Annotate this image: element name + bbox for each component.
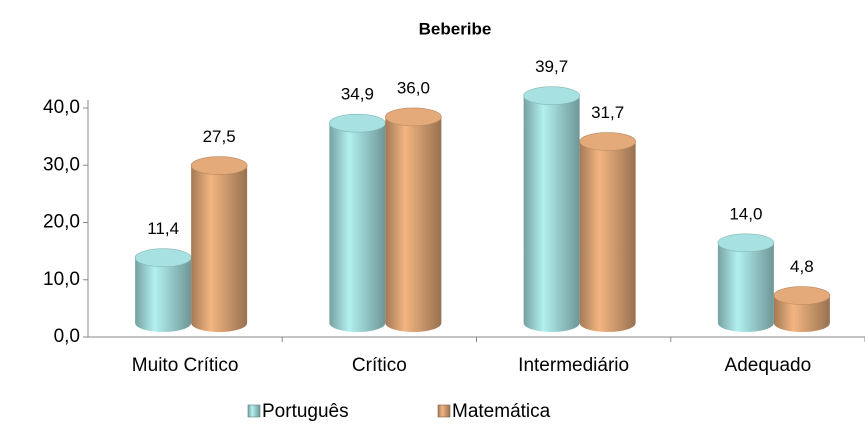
bar [134,248,192,332]
bar-body [717,242,774,332]
y-tick-label: 30,0 [43,154,80,175]
x-tick-label: Crítico [352,355,407,376]
bar-body [135,257,192,332]
legend-label: Português [262,401,349,422]
bar-body [579,141,636,332]
bar-top [773,286,831,305]
bar-body [329,123,386,332]
y-tick-label: 20,0 [43,212,80,233]
bar-top [329,113,386,133]
x-tick-label: Intermediário [518,355,629,376]
y-tick-label: 10,0 [43,269,80,290]
bar-top [523,86,580,106]
bar-body [385,116,442,333]
bar-body [191,165,248,332]
value-label: 34,9 [341,85,374,104]
bar [579,132,636,332]
legend-swatch [247,404,261,418]
value-label: 31,7 [591,103,624,122]
bar [717,233,775,332]
bar-top [134,248,192,268]
value-label: 4,8 [790,257,814,276]
x-tick-label: Adequado [725,355,812,376]
bar [773,286,831,332]
bar-top [579,132,636,151]
bar [523,86,580,332]
y-tick-label: 0,0 [54,326,80,347]
bar [385,107,442,333]
bar-top [385,107,442,127]
bar [329,113,386,332]
legend-label: Matemática [452,401,551,422]
x-tick-label: Muito Crítico [132,355,239,376]
value-label: 14,0 [729,204,762,223]
y-tick-label: 40,0 [43,97,80,118]
bar [190,156,248,332]
bar-body [523,95,580,332]
bar-top [190,156,248,175]
bar-top [717,233,775,253]
value-label: 36,0 [397,78,430,97]
bar-body [773,295,830,332]
chart-title: Beberibe [419,19,492,38]
value-label: 27,5 [203,127,236,146]
value-label: 11,4 [147,219,179,238]
legend-swatch [437,404,451,418]
value-label: 39,7 [535,57,568,76]
